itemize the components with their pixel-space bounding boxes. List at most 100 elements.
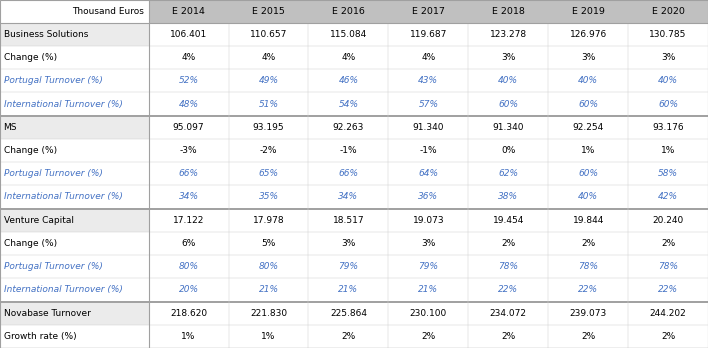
Bar [548,93,628,116]
Bar [149,255,229,278]
Text: International Turnover (%): International Turnover (%) [4,192,122,201]
Text: 2%: 2% [421,332,435,341]
Text: Business Solutions: Business Solutions [4,30,88,39]
Text: 93.195: 93.195 [253,123,285,132]
Text: E 2019: E 2019 [571,7,605,16]
Text: 21%: 21% [338,285,358,294]
Text: 5%: 5% [261,239,275,248]
Bar [468,185,548,208]
Bar [468,69,548,93]
Text: 46%: 46% [338,76,358,85]
Text: 54%: 54% [338,100,358,109]
Bar [0,139,149,162]
Text: 78%: 78% [498,262,518,271]
Bar [229,0,309,23]
Bar [229,116,309,139]
Text: 21%: 21% [418,285,438,294]
Text: 66%: 66% [338,169,358,178]
Text: Novabase Turnover: Novabase Turnover [4,309,91,318]
Bar [468,23,548,46]
Text: 34%: 34% [338,192,358,201]
Bar [0,255,149,278]
Bar [0,162,149,185]
Text: Portugal Turnover (%): Portugal Turnover (%) [4,76,103,85]
Text: 3%: 3% [581,53,595,62]
Bar [628,208,708,232]
Text: Thousand Euros: Thousand Euros [72,7,144,16]
Text: 93.176: 93.176 [652,123,684,132]
Bar [389,69,468,93]
Text: 218.620: 218.620 [170,309,207,318]
Bar [149,278,229,301]
Text: 234.072: 234.072 [490,309,527,318]
Bar [389,185,468,208]
Bar [628,325,708,348]
Text: 34%: 34% [178,192,199,201]
Text: 3%: 3% [421,239,435,248]
Text: 49%: 49% [258,76,278,85]
Bar [309,185,389,208]
Bar [389,232,468,255]
Bar [229,325,309,348]
Text: 78%: 78% [658,262,678,271]
Bar [548,255,628,278]
Text: 35%: 35% [258,192,278,201]
Bar [229,23,309,46]
Text: 2%: 2% [501,239,515,248]
Text: 78%: 78% [578,262,598,271]
Text: 48%: 48% [178,100,199,109]
Bar [468,46,548,69]
Text: 110.657: 110.657 [250,30,287,39]
Bar [0,93,149,116]
Bar [628,185,708,208]
Bar [468,301,548,325]
Bar [309,23,389,46]
Bar [548,69,628,93]
Text: 20.240: 20.240 [653,216,684,225]
Text: 22%: 22% [498,285,518,294]
Text: 1%: 1% [261,332,275,341]
Text: 2%: 2% [581,332,595,341]
Bar [468,116,548,139]
Bar [548,116,628,139]
Text: 225.864: 225.864 [330,309,367,318]
Text: Change (%): Change (%) [4,239,57,248]
Text: Portugal Turnover (%): Portugal Turnover (%) [4,169,103,178]
Text: 1%: 1% [661,146,675,155]
Bar [229,301,309,325]
Bar [389,139,468,162]
Text: 2%: 2% [661,239,675,248]
Bar [149,0,229,23]
Text: Change (%): Change (%) [4,146,57,155]
Text: 2%: 2% [341,332,355,341]
Bar [628,278,708,301]
Bar [149,93,229,116]
Bar [628,116,708,139]
Text: 130.785: 130.785 [649,30,687,39]
Text: 0%: 0% [501,146,515,155]
Bar [309,46,389,69]
Bar [628,23,708,46]
Bar [149,232,229,255]
Bar [389,46,468,69]
Bar [149,46,229,69]
Bar [229,278,309,301]
Text: 2%: 2% [581,239,595,248]
Text: 66%: 66% [178,169,199,178]
Text: 3%: 3% [501,53,515,62]
Text: 40%: 40% [498,76,518,85]
Bar [548,162,628,185]
Bar [149,301,229,325]
Bar [628,139,708,162]
Bar [229,255,309,278]
Text: 1%: 1% [181,332,196,341]
Bar [628,162,708,185]
Text: 42%: 42% [658,192,678,201]
Text: 60%: 60% [658,100,678,109]
Bar [628,0,708,23]
Bar [149,23,229,46]
Bar [149,325,229,348]
Text: 43%: 43% [418,76,438,85]
Bar [229,93,309,116]
Text: -1%: -1% [420,146,437,155]
